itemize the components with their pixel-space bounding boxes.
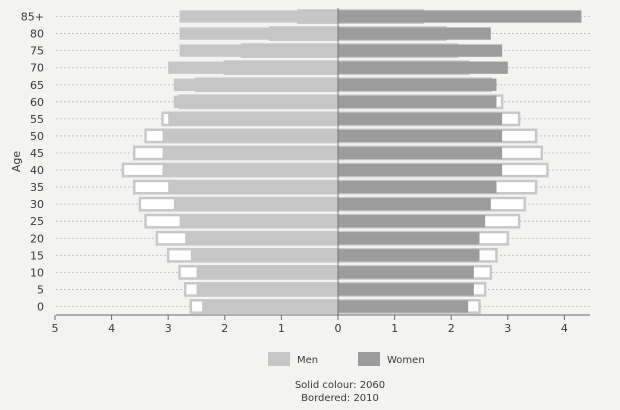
- bar-women-2060: [338, 78, 497, 91]
- bar-men-2060: [162, 129, 338, 143]
- bar-women-2060: [338, 61, 508, 74]
- age-tick-label: 60: [30, 96, 44, 109]
- bar-women-2060: [338, 10, 582, 23]
- bar-men-2060: [162, 163, 338, 177]
- age-tick-label: 15: [30, 249, 44, 262]
- bar-men-2060: [162, 146, 338, 160]
- bar-women-2060: [338, 180, 497, 194]
- bar-women-2060: [338, 197, 491, 211]
- age-tick-label: 45: [30, 147, 44, 160]
- bar-women-2060: [338, 27, 491, 40]
- bar-women-2060: [338, 232, 480, 245]
- bar-men-2060: [179, 10, 338, 23]
- bar-men-2060: [196, 266, 338, 279]
- y-axis-title: Age: [10, 151, 23, 173]
- bar-men-2060: [168, 112, 338, 126]
- legend-women-label: Women: [387, 355, 425, 366]
- bar-men-2060: [179, 44, 338, 57]
- bar-men-2060: [196, 283, 338, 296]
- bar-women-2060: [338, 44, 503, 57]
- age-tick-label: 65: [30, 79, 44, 92]
- x-tick-label: 1: [391, 322, 398, 335]
- age-tick-label: 40: [30, 164, 44, 177]
- bar-men-2060: [173, 95, 338, 108]
- solid-bars-2060: [162, 10, 582, 313]
- bar-men-2060: [179, 27, 338, 40]
- age-tick-label: 55: [30, 113, 44, 126]
- bar-men-2060: [173, 78, 338, 91]
- bar-men-2060: [168, 61, 338, 74]
- x-tick-label: 2: [221, 322, 228, 335]
- age-tick-label: 70: [30, 62, 44, 75]
- bar-women-2060: [338, 112, 503, 126]
- bar-women-2060: [338, 95, 497, 108]
- age-tick-label: 85+: [21, 11, 44, 24]
- bar-women-2060: [338, 215, 486, 228]
- age-tick-label: 20: [30, 232, 44, 245]
- bar-women-2060: [338, 283, 474, 296]
- bar-men-2060: [173, 197, 338, 211]
- bar-men-2060: [202, 300, 338, 313]
- bar-men-2060: [190, 249, 338, 262]
- age-tick-label: 50: [30, 130, 44, 143]
- legend-women-swatch: [358, 352, 380, 366]
- age-tick-label: 10: [30, 266, 44, 279]
- bar-women-2060: [338, 249, 480, 262]
- age-tick-label: 30: [30, 198, 44, 211]
- x-tick-label: 5: [52, 322, 59, 335]
- bar-men-2060: [185, 232, 338, 245]
- x-tick-label: 4: [108, 322, 115, 335]
- age-tick-label: 35: [30, 181, 44, 194]
- bar-women-2060: [338, 163, 503, 177]
- legend-men-label: Men: [297, 355, 318, 366]
- age-tick-label: 75: [30, 45, 44, 58]
- x-tick-label: 3: [165, 322, 172, 335]
- caption-bordered: Bordered: 2010: [301, 393, 379, 404]
- x-tick-label: 4: [561, 322, 568, 335]
- bar-men-2060: [179, 215, 338, 228]
- x-tick-label: 1: [278, 322, 285, 335]
- age-tick-label: 5: [37, 283, 44, 296]
- caption-solid-colour: Solid colour: 2060: [294, 380, 386, 391]
- legend: Men Women: [268, 352, 425, 366]
- age-tick-label: 0: [37, 300, 44, 313]
- grid-lines: [56, 16, 590, 307]
- age-tick-label: 80: [30, 28, 44, 41]
- x-tick-label: 2: [448, 322, 455, 335]
- legend-men-swatch: [268, 352, 290, 366]
- bar-men-2060: [168, 180, 338, 194]
- bar-women-2060: [338, 300, 469, 313]
- x-tick-label: 3: [504, 322, 511, 335]
- age-tick-label: 25: [30, 215, 44, 228]
- bar-women-2060: [338, 266, 474, 279]
- bar-women-2060: [338, 146, 503, 160]
- x-tick-label: 0: [335, 322, 342, 335]
- bar-women-2060: [338, 129, 503, 143]
